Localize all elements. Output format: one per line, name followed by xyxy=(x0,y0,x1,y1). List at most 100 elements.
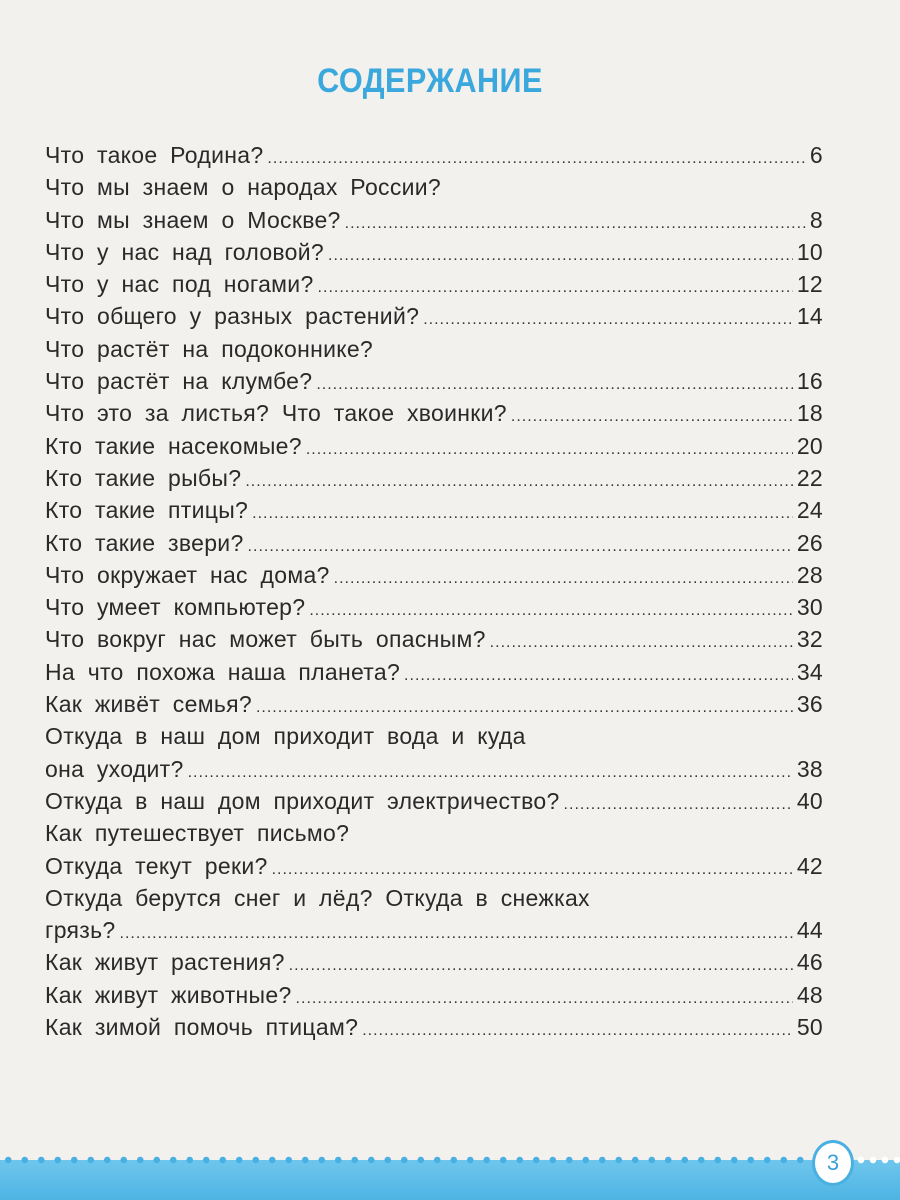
toc-entry-title: Кто такие звери? xyxy=(45,529,244,556)
toc-entry-page: 50 xyxy=(796,1014,823,1041)
dot-leader xyxy=(256,692,793,724)
toc-entry: Что вокруг нас может быть опасным? 32 xyxy=(45,623,823,655)
toc-entry: Что у нас над головой? 10 xyxy=(45,236,823,268)
toc-entry-title: Как живут растения? xyxy=(45,949,285,976)
toc-entry-page: 24 xyxy=(796,497,823,524)
toc-entry: Как зимой помочь птицам? 50 xyxy=(45,1011,823,1043)
toc-entry: Что это за листья? Что такое хвоинки? 18 xyxy=(45,397,823,429)
toc-entry-title: Что у нас под ногами? xyxy=(45,271,314,298)
toc-entry: Что окружает нас дома? 28 xyxy=(45,559,823,591)
toc-entry-page: 42 xyxy=(796,852,823,879)
toc-entry-title: Кто такие насекомые? xyxy=(45,432,302,459)
toc-entry: грязь? 44 xyxy=(45,914,823,946)
toc-entry-page: 16 xyxy=(796,368,823,395)
toc-entry-title: Откуда текут реки? xyxy=(45,852,268,879)
toc-entry-page: 10 xyxy=(796,238,823,265)
toc-entry-page: 36 xyxy=(796,691,823,718)
toc-entry: Что умеет компьютер? 30 xyxy=(45,591,823,623)
toc-entry-title: Как путешествует письмо? xyxy=(45,820,350,847)
dot-leader xyxy=(404,660,793,692)
toc-entry-page: 28 xyxy=(796,561,823,588)
toc-entry-page: 32 xyxy=(796,626,823,653)
toc-entry-title: Что умеет компьютер? xyxy=(45,594,306,621)
dot-leader xyxy=(306,434,793,466)
toc-entry: Откуда текут реки? 42 xyxy=(45,850,823,882)
toc-entry-title: Как живёт семья? xyxy=(45,691,252,718)
page-title: СОДЕРЖАНИЕ xyxy=(317,62,543,100)
dot-leader xyxy=(188,757,793,789)
dot-leader xyxy=(318,272,793,304)
dot-leader xyxy=(245,466,792,498)
toc-entry-page: 38 xyxy=(796,755,823,782)
toc-entry-page: 48 xyxy=(796,981,823,1008)
toc-entry-title: Что у нас над головой? xyxy=(45,238,324,265)
toc-entry-title: Что растёт на клумбе? xyxy=(45,368,313,395)
footer-dots-right xyxy=(855,1155,900,1165)
toc-entry: Кто такие птицы? 24 xyxy=(45,494,823,526)
toc-entry: Как живут животные? 48 xyxy=(45,979,823,1011)
dot-leader xyxy=(289,950,793,982)
dot-leader xyxy=(564,789,793,821)
toc-entry: Как живёт семья? 36 xyxy=(45,688,823,720)
toc-entry-title: Что общего у разных растений? xyxy=(45,303,420,330)
toc-entry-title: Что окружает нас дома? xyxy=(45,561,330,588)
toc-entry-title: Что такое Родина? xyxy=(45,142,264,168)
toc-entry-title: грязь? xyxy=(45,917,116,944)
toc-entry-title: она уходит? xyxy=(45,755,184,782)
table-of-contents: Что такое Родина? 6 Что мы знаем о народах… xyxy=(45,139,823,1043)
toc-entry: Что общего у разных растений? 14 xyxy=(45,300,823,332)
toc-entry: Кто такие звери? 26 xyxy=(45,527,823,559)
toc-entry-page: 18 xyxy=(796,400,823,427)
toc-entry: На что похожа наша планета? 34 xyxy=(45,656,823,688)
dot-leader xyxy=(362,1015,793,1047)
toc-entry-title: Что мы знаем о Москве? xyxy=(45,206,341,233)
toc-entry: Откуда в наш дом приходит вода и куда xyxy=(45,720,823,752)
dot-leader xyxy=(252,498,793,530)
page-number: 3 xyxy=(812,1140,854,1186)
toc-entry: Кто такие насекомые? 20 xyxy=(45,430,823,462)
toc-entry: Что у нас под ногами? 12 xyxy=(45,268,823,300)
toc-entry-page: 40 xyxy=(796,787,823,814)
dot-leader xyxy=(511,401,793,433)
toc-entry: Что растёт на клумбе? 16 xyxy=(45,365,823,397)
dot-leader xyxy=(423,304,793,336)
dot-leader xyxy=(316,369,792,401)
toc-entry-title: Откуда берутся снег и лёд? Откуда в снеж… xyxy=(45,884,590,911)
toc-entry-title: Откуда в наш дом приходит электричество? xyxy=(45,787,560,814)
toc-entry: Откуда берутся снег и лёд? Откуда в снеж… xyxy=(45,882,823,914)
toc-entry: Что растёт на подоконнике? xyxy=(45,333,823,365)
toc-entry: Что такое Родина? 6 xyxy=(45,139,823,171)
toc-entry-page: 44 xyxy=(796,917,823,944)
dot-leader xyxy=(296,983,793,1015)
toc-entry-title: Кто такие птицы? xyxy=(45,497,249,524)
toc-entry: она уходит? 38 xyxy=(45,753,823,785)
toc-entry-title: Что растёт на подоконнике? xyxy=(45,335,374,362)
toc-entry-title: Откуда в наш дом приходит вода и куда xyxy=(45,723,526,750)
toc-entry-title: На что похожа наша планета? xyxy=(45,658,401,685)
dot-leader xyxy=(272,854,793,886)
dot-leader xyxy=(267,143,805,175)
toc-entry: Что мы знаем о народах России? xyxy=(45,171,823,203)
toc-entry-page: 20 xyxy=(796,432,823,459)
toc-entry: Откуда в наш дом приходит электричество?… xyxy=(45,785,823,817)
toc-entry-page: 46 xyxy=(796,949,823,976)
dot-leader xyxy=(120,918,793,950)
dot-leader xyxy=(328,240,793,272)
toc-entry-page: 12 xyxy=(796,271,823,298)
dot-leader xyxy=(334,563,793,595)
dot-leader xyxy=(345,208,806,240)
toc-entry: Как живут растения? 46 xyxy=(45,946,823,978)
toc-entry-title: Как зимой помочь птицам? xyxy=(45,1014,359,1041)
footer-band xyxy=(0,1160,900,1200)
toc-entry-page: 26 xyxy=(796,529,823,556)
dot-leader xyxy=(309,595,792,627)
toc-entry-title: Что это за листья? Что такое хвоинки? xyxy=(45,400,507,427)
toc-entry-title: Что вокруг нас может быть опасным? xyxy=(45,626,486,653)
dot-leader xyxy=(248,531,793,563)
toc-entry: Что мы знаем о Москве? 8 xyxy=(45,204,823,236)
dot-leader xyxy=(490,627,793,659)
footer-dots xyxy=(0,1155,815,1165)
toc-entry: Как путешествует письмо? xyxy=(45,817,823,849)
toc-entry: Кто такие рыбы? 22 xyxy=(45,462,823,494)
toc-entry-title: Что мы знаем о народах России? xyxy=(45,174,442,201)
